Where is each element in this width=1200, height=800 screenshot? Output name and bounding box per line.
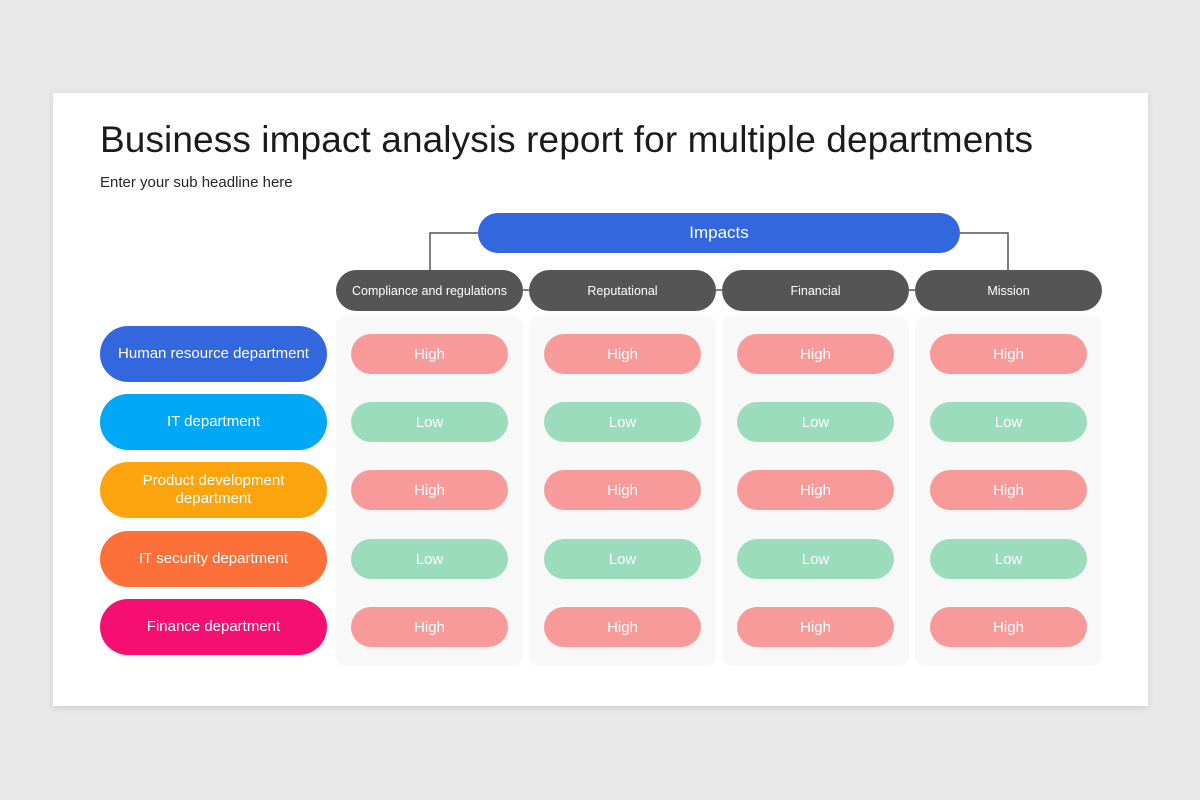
department-label: Product development department	[100, 462, 327, 518]
department-label: IT security department	[100, 531, 327, 587]
rating-badge: High	[930, 607, 1087, 647]
rating-badge: High	[544, 470, 701, 510]
department-label: Finance department	[100, 599, 327, 655]
rating-badge: High	[737, 607, 894, 647]
column-header: Financial	[722, 270, 909, 311]
rating-badge: Low	[737, 539, 894, 579]
column-header: Mission	[915, 270, 1102, 311]
column-header: Reputational	[529, 270, 716, 311]
rating-badge: Low	[544, 402, 701, 442]
rating-badge: High	[351, 334, 508, 374]
rating-badge: Low	[351, 539, 508, 579]
rating-badge: High	[544, 607, 701, 647]
rating-badge: Low	[930, 539, 1087, 579]
rating-badge: High	[544, 334, 701, 374]
rating-badge: Low	[351, 402, 508, 442]
rating-badge: High	[737, 470, 894, 510]
rating-badge: High	[930, 334, 1087, 374]
rating-badge: High	[351, 607, 508, 647]
page-title: Business impact analysis report for mult…	[100, 119, 1034, 160]
column-header: Compliance and regulations	[336, 270, 523, 311]
department-label: IT department	[100, 394, 327, 450]
page-subtitle: Enter your sub headline here	[100, 174, 293, 191]
slide: Business impact analysis report for mult…	[53, 93, 1148, 706]
connector-left	[429, 232, 478, 270]
department-label: Human resource department	[100, 326, 327, 382]
rating-badge: Low	[737, 402, 894, 442]
rating-badge: High	[351, 470, 508, 510]
connector-right	[960, 232, 1009, 270]
impacts-header: Impacts	[478, 213, 960, 253]
rating-badge: High	[737, 334, 894, 374]
rating-badge: Low	[544, 539, 701, 579]
rating-badge: Low	[930, 402, 1087, 442]
rating-badge: High	[930, 470, 1087, 510]
